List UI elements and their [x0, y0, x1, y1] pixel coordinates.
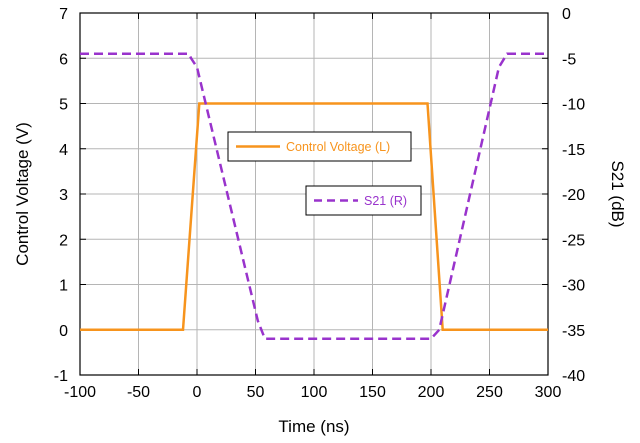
- legend-label-s21: S21 (R): [364, 194, 407, 208]
- y-left-tick-label: 4: [59, 142, 68, 159]
- y-left-tick-label: 0: [59, 323, 68, 340]
- x-tick-label: -100: [64, 384, 96, 401]
- tick-labels: -100 -50 0 50 100 150 200 250 300-101234567-40-3…: [54, 6, 585, 401]
- y-right-tick-label: -25: [562, 232, 585, 249]
- x-tick-label: 0: [193, 384, 202, 401]
- series-line-control-voltage: [80, 102, 548, 332]
- y-right-tick-label: -40: [562, 368, 585, 385]
- y-right-tick-label: -20: [562, 187, 585, 204]
- y-left-tick-label: 1: [59, 278, 68, 295]
- y-right-tick-label: -15: [562, 142, 585, 159]
- y-left-tick-label: 3: [59, 187, 68, 204]
- y-left-tick-label: -1: [54, 368, 68, 385]
- y-right-tick-label: -5: [562, 51, 576, 68]
- legend-s21: S21 (R): [305, 185, 422, 216]
- legend-label-control-voltage: Control Voltage (L): [286, 140, 390, 154]
- x-tick-label: 250: [476, 384, 503, 401]
- y-left-tick-label: 5: [59, 97, 68, 114]
- y-left-tick-label: 6: [59, 51, 68, 68]
- x-axis-label: Time (ns): [278, 417, 349, 436]
- y-right-tick-label: 0: [562, 6, 571, 23]
- y-left-tick-label: 2: [59, 232, 68, 249]
- tick-marks: [79, 12, 549, 376]
- series-layer: [80, 52, 548, 341]
- x-tick-label: 300: [535, 384, 562, 401]
- series-line-s21: [80, 52, 548, 341]
- y-right-tick-label: -35: [562, 323, 585, 340]
- y-right-axis-label: S21 (dB): [608, 160, 627, 227]
- legend-box: [305, 185, 422, 216]
- x-tick-label: -50: [127, 384, 150, 401]
- x-tick-label: 200: [418, 384, 445, 401]
- x-tick-label: 150: [359, 384, 386, 401]
- y-left-axis-label: Control Voltage (V): [13, 122, 32, 266]
- y-left-tick-label: 7: [59, 6, 68, 23]
- x-tick-label: 100: [301, 384, 328, 401]
- y-right-tick-label: -10: [562, 97, 585, 114]
- legend-control-voltage: Control Voltage (L): [227, 131, 412, 162]
- y-right-tick-label: -30: [562, 278, 585, 295]
- x-tick-label: 50: [247, 384, 265, 401]
